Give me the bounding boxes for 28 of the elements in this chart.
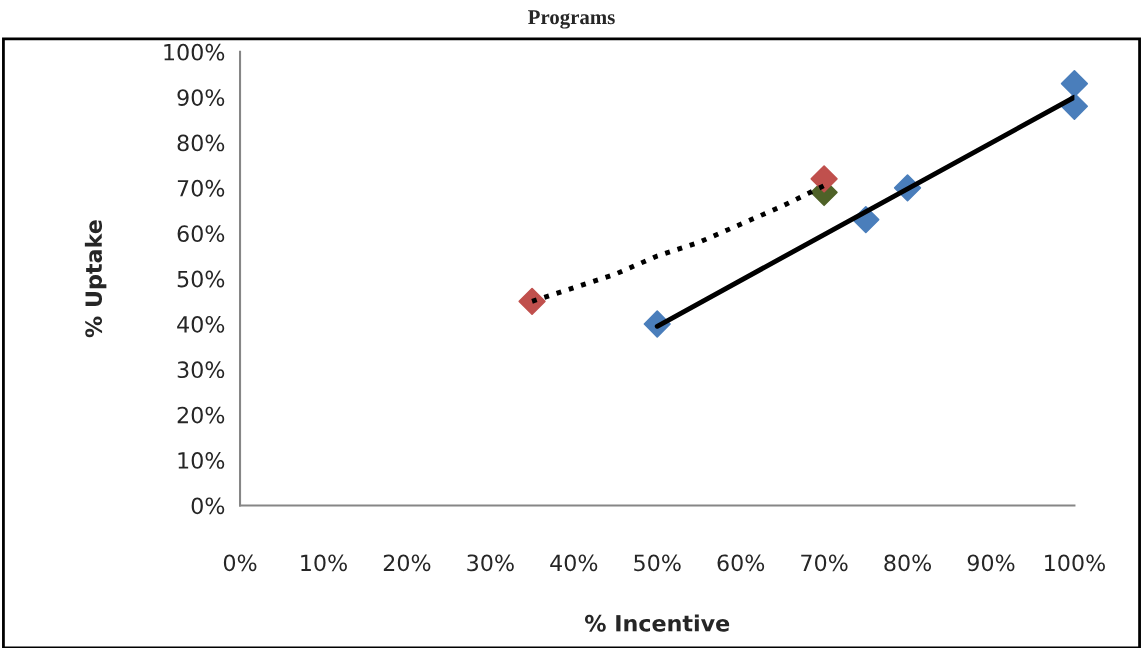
y-tick-label: 40% [177,315,225,333]
y-tick-label: 90% [177,89,225,106]
x-tick-label: 10% [301,554,347,572]
x-tick-label: 50% [634,554,681,572]
chart-title: Programs [528,10,615,29]
y-tick-label: 70% [177,179,225,197]
x-tick-label: 40% [550,554,598,572]
x-tick-label: 90% [967,554,1015,572]
x-tick-label: 20% [383,554,431,572]
y-tick-label: 50% [177,270,225,288]
y-tick-label: 60% [177,225,225,243]
y-tick-label: 20% [177,406,225,424]
x-axis-title: % Incentive [584,614,730,632]
point [1060,69,1089,98]
x-tick-label: 60% [717,554,765,572]
y-axis-title: % Uptake [84,220,107,338]
point [810,165,838,193]
x-tick-label: 0% [223,554,257,572]
x-tick-label: 100% [1045,554,1105,572]
x-tick-label: 80% [884,554,932,572]
y-tick-label: 30% [177,361,225,379]
x-tick-label: 30% [467,554,514,572]
y-tick-label: 10% [178,452,225,469]
point [518,287,546,315]
y-tick-label: 80% [177,134,225,152]
y-tick-label: 100% [164,43,225,61]
x-tick-label: 70% [801,554,848,572]
y-tick-label: 0% [191,497,225,515]
